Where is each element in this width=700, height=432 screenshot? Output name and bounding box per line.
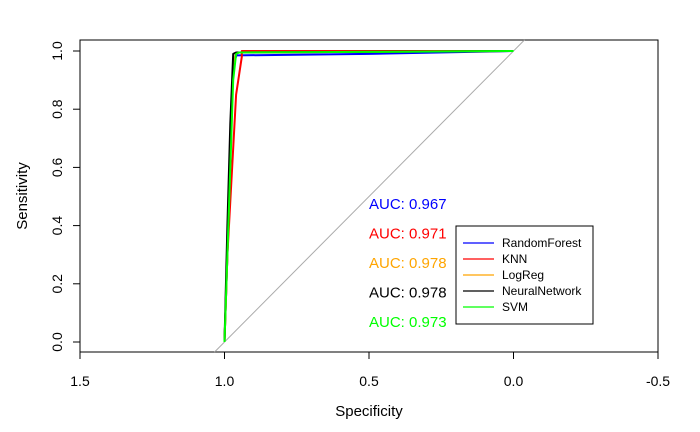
legend-label: KNN [502, 252, 527, 266]
x-axis-label: Specificity [335, 403, 403, 420]
x-tick-label: 0.0 [504, 373, 524, 389]
x-tick-label: 0.5 [359, 373, 379, 389]
legend-label: LogReg [502, 268, 544, 282]
y-axis-label: Sensitivity [14, 162, 31, 230]
auc-label: AUC: 0.967 [369, 196, 447, 213]
roc-line-svm [223, 50, 514, 343]
legend: RandomForest KNN LogReg NeuralNetwork SVM [455, 225, 594, 325]
legend-label: NeuralNetwork [502, 284, 582, 298]
legend-label: RandomForest [502, 236, 582, 250]
diagonal-reference-line [214, 39, 525, 353]
x-tick-label: -0.5 [646, 373, 670, 389]
y-tick-label: 0.4 [49, 216, 65, 236]
auc-label: AUC: 0.971 [369, 226, 447, 243]
auc-annotations: AUC: 0.967 AUC: 0.971 AUC: 0.978 AUC: 0.978… [369, 196, 447, 331]
x-tick-label: 1.0 [215, 373, 235, 389]
auc-label: AUC: 0.973 [369, 314, 447, 331]
auc-label: AUC: 0.978 [369, 255, 447, 272]
y-tick-label: 0.8 [49, 99, 65, 119]
y-tick-label: 0.6 [49, 157, 65, 177]
auc-label: AUC: 0.978 [369, 285, 447, 302]
legend-label: SVM [502, 300, 528, 314]
y-tick-label: 0.2 [49, 274, 65, 294]
x-tick-label: 1.5 [70, 373, 90, 389]
x-axis: 1.5 1.0 0.5 0.0 -0.5 [70, 351, 670, 389]
y-tick-label: 0.0 [49, 332, 65, 352]
y-axis: 0.0 0.2 0.4 0.6 0.8 1.0 [49, 41, 81, 352]
y-tick-label: 1.0 [49, 41, 65, 61]
plot-area [214, 39, 525, 353]
